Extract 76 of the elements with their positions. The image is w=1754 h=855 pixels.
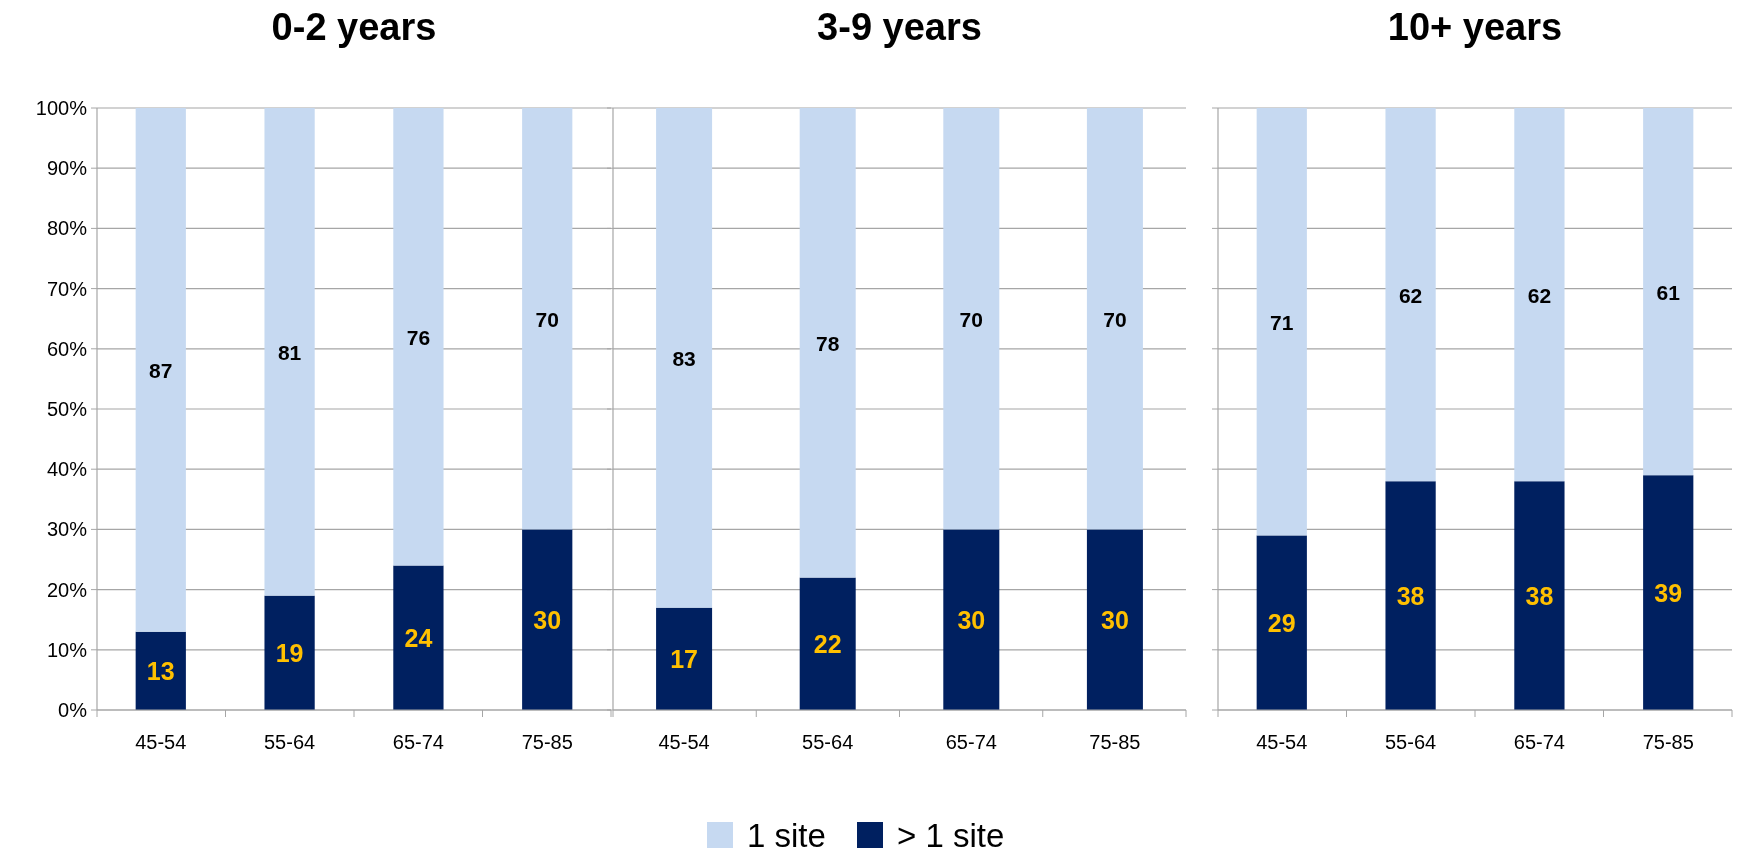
bar (522, 529, 573, 710)
y-tick-label: 30% (46, 518, 88, 541)
y-tick-label: 40% (46, 458, 88, 481)
bar (393, 565, 444, 710)
y-tick-label: 100% (35, 97, 88, 119)
data-label: 17 (670, 644, 698, 673)
y-tick-label: 20% (46, 578, 88, 601)
chart-title: 0-2 years (271, 6, 437, 48)
bar (799, 577, 856, 710)
data-label: 24 (404, 623, 433, 652)
bar (799, 108, 856, 578)
data-label: 70 (1103, 307, 1127, 331)
data-label: 38 (1396, 581, 1425, 610)
x-tick-label: 65-74 (1513, 731, 1565, 753)
data-label: 38 (1525, 581, 1554, 610)
x-tick-label: 45-54 (135, 731, 187, 753)
bar (1385, 481, 1436, 710)
bar (135, 108, 186, 632)
data-label: 30 (533, 605, 562, 634)
data-label: 71 (1270, 310, 1294, 334)
bar (135, 631, 186, 710)
x-tick-label: 45-54 (658, 731, 710, 753)
y-tick-label: 0% (58, 699, 88, 721)
y-tick-label: 90% (46, 157, 88, 180)
x-tick-label: 75-85 (1089, 731, 1141, 753)
x-tick-label: 65-74 (945, 731, 997, 753)
bar (1514, 481, 1565, 710)
bar (656, 108, 713, 608)
x-tick-label: 65-74 (392, 731, 444, 753)
data-label: 30 (1101, 605, 1129, 634)
y-tick-label: 80% (46, 217, 88, 240)
bar (1643, 475, 1694, 710)
x-tick-label: 55-64 (1385, 731, 1437, 753)
bar (522, 108, 573, 530)
x-tick-label: 45-54 (1256, 731, 1308, 753)
data-label: 61 (1656, 280, 1681, 304)
x-tick-label: 75-85 (1642, 731, 1694, 753)
data-label: 62 (1398, 283, 1423, 307)
data-label: 87 (149, 358, 173, 382)
data-label: 29 (1267, 608, 1296, 637)
bar (393, 108, 444, 566)
legend-label: 1 site (747, 817, 826, 854)
data-label: 78 (816, 331, 840, 355)
y-tick-label: 60% (46, 337, 88, 360)
data-label: 62 (1527, 283, 1552, 307)
data-label: 76 (406, 325, 431, 349)
y-tick-label: 70% (46, 277, 88, 300)
data-label: 70 (959, 307, 983, 331)
bar (1385, 108, 1436, 482)
bar (1256, 535, 1307, 710)
bar (1086, 529, 1143, 710)
bar (264, 108, 315, 596)
bar (1256, 108, 1307, 536)
data-label: 19 (275, 638, 304, 667)
bar (943, 108, 1000, 530)
bar (943, 529, 1000, 710)
data-label: 39 (1654, 578, 1683, 607)
y-tick-label: 50% (46, 398, 88, 420)
data-label: 70 (535, 307, 559, 331)
y-tick-label: 10% (46, 638, 88, 661)
bar (656, 607, 713, 710)
x-tick-label: 55-64 (802, 731, 854, 753)
x-tick-label: 75-85 (521, 731, 573, 753)
legend-label: > 1 site (897, 817, 1005, 854)
data-label: 22 (813, 629, 842, 658)
bar (1643, 108, 1694, 476)
x-tick-label: 55-64 (264, 731, 316, 753)
bar (1514, 108, 1565, 482)
data-label: 13 (146, 656, 175, 685)
data-label: 30 (957, 605, 986, 634)
chart-title: 10+ years (1387, 6, 1563, 48)
bar (264, 595, 315, 710)
data-label: 81 (277, 340, 302, 364)
bar (1086, 108, 1143, 530)
data-label: 83 (672, 346, 696, 370)
chart-title: 3-9 years (817, 6, 982, 48)
